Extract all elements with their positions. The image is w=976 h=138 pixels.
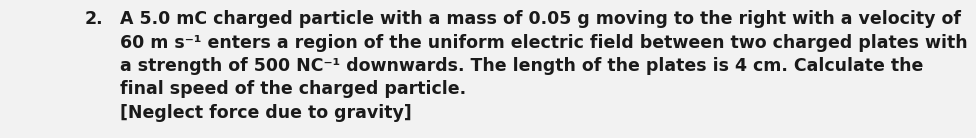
Text: a strength of 500 NC⁻¹ downwards. The length of the plates is 4 cm. Calculate th: a strength of 500 NC⁻¹ downwards. The le… [120, 57, 923, 75]
Text: 2.: 2. [85, 10, 103, 28]
Text: [Neglect force due to gravity]: [Neglect force due to gravity] [120, 104, 412, 122]
Text: A 5.0 mC charged particle with a mass of 0.05 g moving to the right with a veloc: A 5.0 mC charged particle with a mass of… [120, 10, 961, 28]
Text: 60 m s⁻¹ enters a region of the uniform electric field between two charged plate: 60 m s⁻¹ enters a region of the uniform … [120, 34, 967, 51]
Text: final speed of the charged particle.: final speed of the charged particle. [120, 80, 467, 99]
